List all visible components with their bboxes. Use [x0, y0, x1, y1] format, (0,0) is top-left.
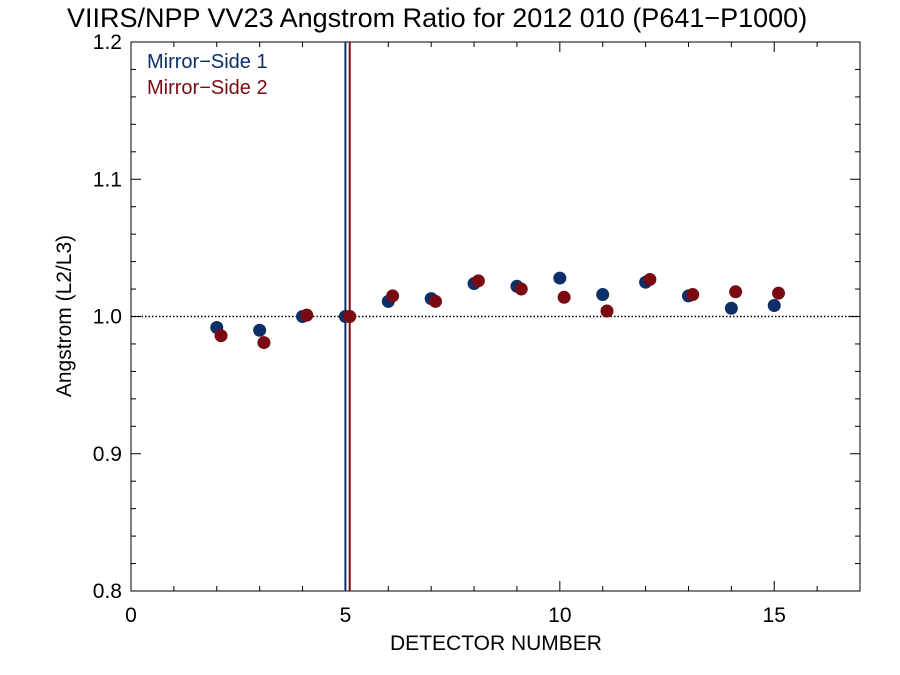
series-2-point: [600, 304, 614, 318]
x-tick-label: 5: [340, 604, 352, 627]
x-tick-label: 10: [548, 604, 571, 627]
y-tick-label: 0.8: [93, 580, 122, 603]
series-2-point: [386, 289, 400, 303]
series-1-point: [596, 288, 610, 302]
series-2-point: [514, 282, 528, 296]
y-axis-label: Angstrom (L2/L3): [53, 235, 76, 397]
series-1-point: [553, 271, 567, 285]
series-2-point: [686, 288, 700, 302]
series-1-point: [253, 323, 267, 337]
series-2-point: [343, 310, 357, 323]
series-2-point: [300, 308, 314, 322]
legend-entry-2: Mirror−Side 2: [147, 77, 268, 99]
series-2-point: [557, 290, 571, 304]
chart-title: VIIRS/NPP VV23 Angstrom Ratio for 2012 0…: [67, 3, 807, 33]
x-axis-label: DETECTOR NUMBER: [390, 632, 602, 655]
series-2-point: [729, 285, 743, 299]
y-tick-label: 0.9: [93, 443, 122, 466]
series-2-point: [643, 272, 657, 286]
y-tick-label: 1.1: [93, 168, 122, 191]
series-2-point: [428, 294, 442, 308]
legend-entry-1: Mirror−Side 1: [147, 51, 268, 73]
series-2-point: [471, 274, 485, 288]
series-2-point: [257, 336, 271, 350]
series-1-point: [724, 301, 738, 315]
plot-area: 0 5 10 15 0.8 0.9 1.0 1.1 1.2 Mirror−Side 1 Mirror…: [93, 31, 861, 627]
series-1-point: [767, 299, 781, 313]
x-tick-label: 15: [763, 604, 786, 627]
y-tick-label: 1.2: [93, 31, 122, 54]
x-tick-label: 0: [125, 604, 137, 627]
series-2-point: [772, 286, 786, 300]
series-2-point: [214, 329, 228, 343]
y-tick-label: 1.0: [93, 306, 122, 329]
